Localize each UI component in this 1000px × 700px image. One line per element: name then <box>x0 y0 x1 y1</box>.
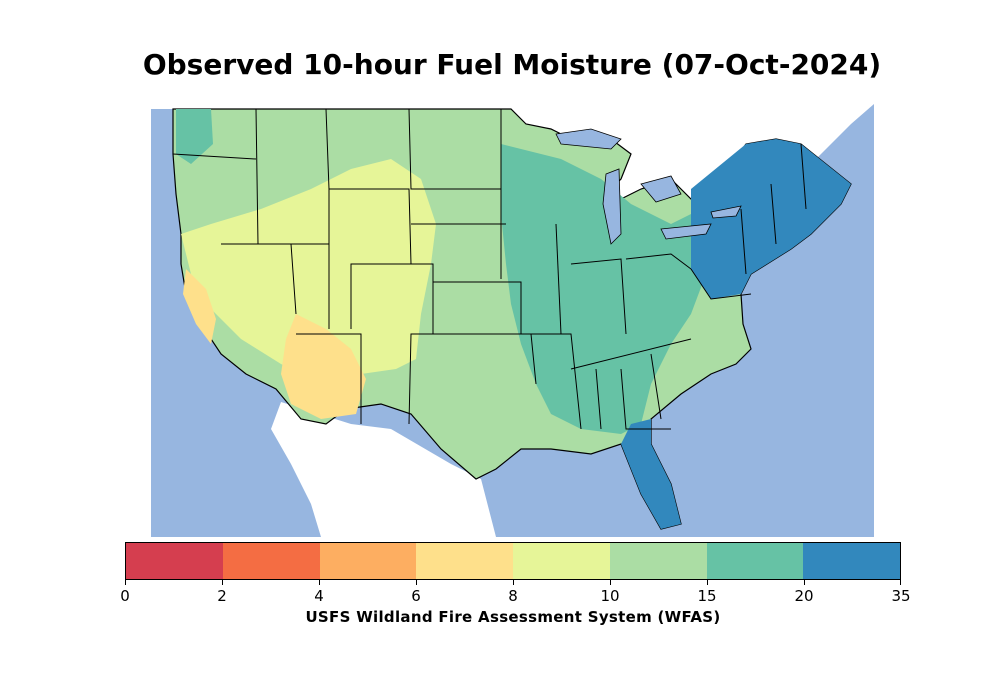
zone-6-8 <box>281 314 366 419</box>
colorbar-tick-label: 20 <box>794 587 814 605</box>
colorbar <box>125 542 901 580</box>
colorbar-tick-mark <box>125 580 126 585</box>
zone-6-8-ca <box>183 269 216 344</box>
zone-15-20-nw <box>176 109 213 164</box>
colorbar-bin-3 <box>416 543 513 579</box>
colorbar-tick-label: 6 <box>411 587 421 605</box>
colorbar-tick-label: 10 <box>600 587 620 605</box>
colorbar-tick-label: 0 <box>120 587 130 605</box>
colorbar-tick-mark <box>222 580 223 585</box>
colorbar-tick-label: 35 <box>891 587 911 605</box>
zone-8-10 <box>181 159 436 384</box>
colorbar-tick-mark <box>707 580 708 585</box>
colorbar-tick-mark <box>900 580 901 585</box>
mexico-land <box>271 402 496 537</box>
colorbar-bin-6 <box>706 543 804 579</box>
colorbar-tick-mark <box>416 580 417 585</box>
colorbar-bin-1 <box>222 543 320 579</box>
colorbar-bin-7 <box>803 543 900 579</box>
zone-15-20 <box>501 144 711 434</box>
colorbar-tick-mark <box>513 580 514 585</box>
zone-20-35-ne <box>691 139 851 299</box>
colorbar-tick-mark <box>319 580 320 585</box>
colorbar-bin-2 <box>319 543 417 579</box>
fuel-moisture-map <box>151 84 874 537</box>
colorbar-tick-label: 8 <box>508 587 518 605</box>
colorbar-label: USFS Wildland Fire Assessment System (WF… <box>305 608 721 626</box>
colorbar-tick-mark <box>804 580 805 585</box>
map-title: Observed 10-hour Fuel Moisture (07-Oct-2… <box>142 48 882 81</box>
colorbar-tick-label: 2 <box>217 587 227 605</box>
colorbar-ticks: 0 2 4 6 8 10 15 20 35 <box>120 580 911 605</box>
colorbar-tick-label: 15 <box>697 587 717 605</box>
zone-20-35-fl <box>621 419 681 529</box>
colorbar-bin-5 <box>609 543 707 579</box>
colorbar-bin-4 <box>513 543 610 579</box>
state-borders <box>172 108 807 430</box>
colorbar-tick-mark <box>610 580 611 585</box>
great-lakes <box>555 128 742 245</box>
colorbar-bin-0 <box>126 543 223 579</box>
colorbar-tick-label: 4 <box>314 587 324 605</box>
